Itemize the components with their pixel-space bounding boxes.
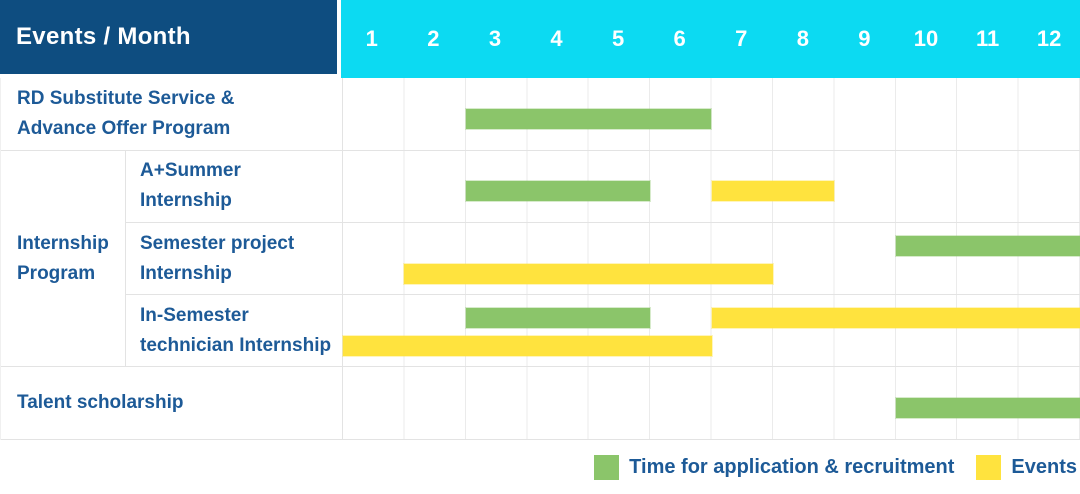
row-label-line: Internship: [140, 190, 232, 212]
month-header-2: 2: [427, 26, 440, 51]
group-internship-program: Internship Program A+Summer Internship S…: [1, 150, 1080, 368]
month-header-9: 9: [858, 26, 871, 51]
month-header-5: 5: [611, 26, 625, 51]
legend-label: Time for application & recruitment: [629, 455, 955, 478]
gantt-bar-application-recruitment: [465, 181, 651, 202]
row-label-talent-scholarship: Talent scholarship: [1, 367, 342, 439]
chart-body: RD Substitute Service & Advance Offer Pr…: [0, 78, 1080, 440]
month-header-1: 1: [365, 26, 378, 51]
row-label-line: Internship: [140, 262, 232, 284]
months-header: 1 2 3 4 5 6 7 8 9 10 11 12: [341, 0, 1080, 78]
chart-track-semester-project: [342, 222, 1080, 295]
corner-header-cell: Events / Month: [0, 0, 337, 74]
group-label-line: Internship: [17, 232, 109, 254]
legend-label: Events: [1011, 455, 1077, 478]
legend-item-events: Events: [976, 454, 1077, 480]
group-label-line: Program: [17, 262, 96, 284]
legend-swatch-green: [594, 454, 620, 480]
row-label-line: RD Substitute Service &: [17, 87, 235, 109]
month-header-10: 10: [913, 26, 939, 51]
gantt-bar-application-recruitment: [465, 308, 651, 329]
table-row-in-semester-technician: In-Semester technician Internship: [126, 295, 1080, 367]
gantt-bar-event: [711, 181, 835, 202]
table-row-semester-project: Semester project Internship: [126, 222, 1080, 296]
row-label-semester-project: Semester project Internship: [126, 223, 342, 294]
table-row-rd-substitute: RD Substitute Service & Advance Offer Pr…: [1, 78, 1080, 151]
chart-track-rd-substitute: [342, 78, 1080, 150]
gantt-bar-application-recruitment: [895, 398, 1080, 419]
chart-track-in-semester-technician: [342, 295, 1080, 367]
month-header-3: 3: [488, 26, 502, 51]
chart-track-talent-scholarship: [342, 367, 1080, 439]
row-label-line: Advance Offer Program: [17, 117, 231, 139]
gantt-bar-application-recruitment: [465, 108, 712, 129]
chart-track-a-plus-summer: [342, 150, 1080, 222]
row-label-a-plus-summer: A+Summer Internship: [126, 151, 342, 222]
month-header-12: 12: [1036, 26, 1062, 51]
table-row-talent-scholarship: Talent scholarship: [1, 367, 1080, 440]
month-header-6: 6: [673, 26, 686, 51]
legend: Time for application & recruitment Event…: [0, 440, 1080, 494]
legend-swatch-yellow: [976, 454, 1002, 480]
row-label-line: Semester project: [140, 232, 295, 254]
row-label-line: Talent scholarship: [17, 392, 184, 414]
row-label-line: technician Internship: [140, 334, 332, 356]
gantt-bar-event: [343, 336, 712, 357]
table-row-a-plus-summer: A+Summer Internship: [126, 150, 1080, 223]
legend-item-application: Time for application & recruitment: [594, 454, 955, 480]
month-header-4: 4: [550, 26, 563, 51]
month-header-11: 11: [975, 26, 1000, 51]
group-label-internship-program: Internship Program: [1, 150, 126, 367]
gantt-bar-event: [404, 264, 773, 285]
row-label-line: In-Semester: [140, 304, 249, 326]
header-row: Events / Month 1 2 3 4 5 6 7 8 9 10 11 1…: [0, 0, 1080, 78]
gantt-bar-application-recruitment: [895, 235, 1080, 256]
row-label-rd-substitute: RD Substitute Service & Advance Offer Pr…: [1, 78, 342, 150]
month-header-8: 8: [796, 26, 809, 51]
month-header-7: 7: [735, 26, 748, 51]
group-rows: A+Summer Internship Semester project Int…: [126, 150, 1080, 367]
row-label-in-semester-technician: In-Semester technician Internship: [126, 295, 342, 366]
gantt-bar-event: [711, 308, 1080, 329]
row-label-line: A+Summer: [140, 160, 241, 182]
